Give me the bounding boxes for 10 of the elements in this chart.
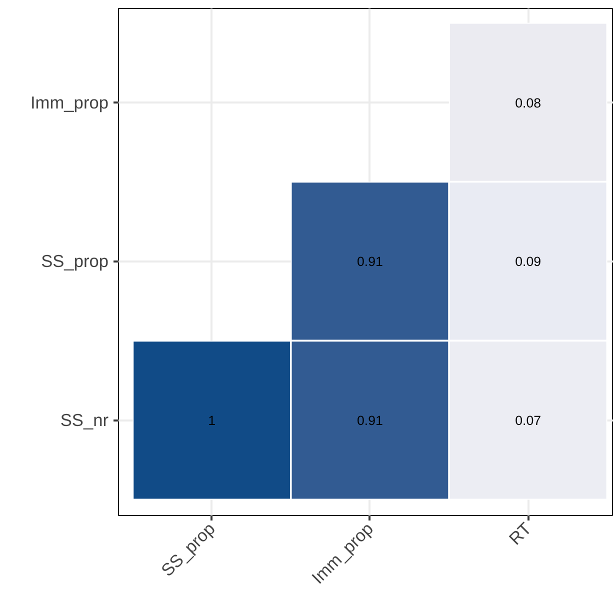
data-label: 1 [208,413,216,428]
x-tick-label: RT [504,518,536,549]
data-label: 0.09 [515,254,542,270]
y-tick-label: SS_nr [60,410,109,430]
y-tick-label: Imm_prop [30,92,109,112]
data-label: 0.08 [515,95,542,110]
y-tick-label: SS_prop [41,251,109,272]
data-label: 0.91 [356,413,383,428]
data-label: 0.91 [356,254,383,270]
data-label: 0.07 [515,413,542,428]
